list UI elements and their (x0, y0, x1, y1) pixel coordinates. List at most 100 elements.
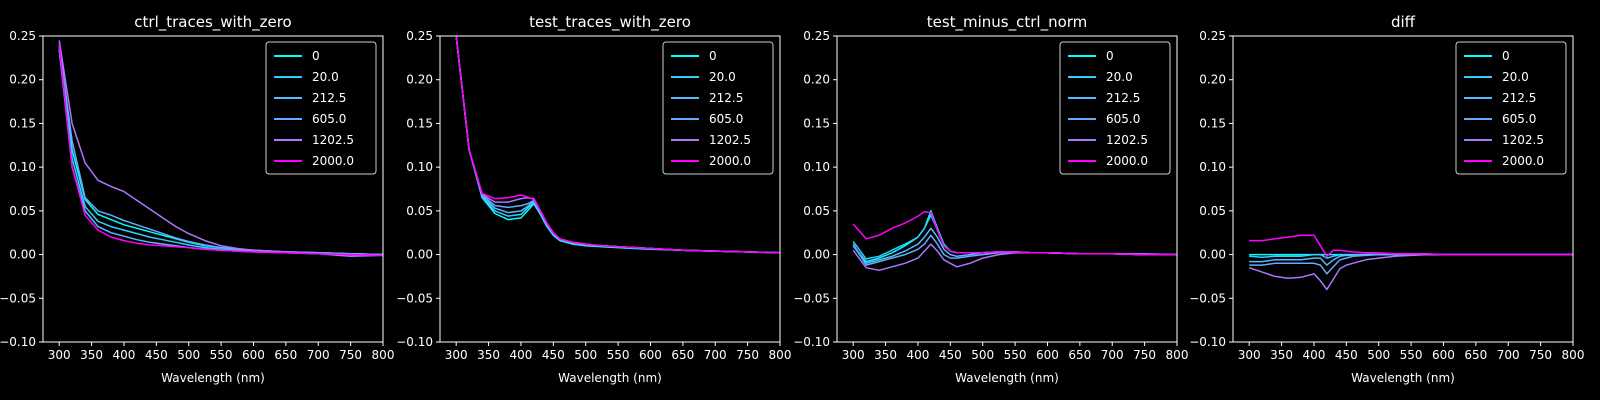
series-lines (1248, 234, 1573, 291)
y-tick-label: 0.15 (9, 116, 36, 130)
chart-title: diff (1391, 13, 1416, 31)
y-tick-label: −0.10 (0, 335, 36, 349)
x-tick-label: 400 (1302, 348, 1325, 362)
x-tick-label: 350 (1270, 348, 1293, 362)
legend-label: 20.0 (1502, 70, 1529, 84)
chart-panel-1: ctrl_traces_with_zero 300 350 400 450 500 550 6… (0, 13, 394, 385)
y-tick-label: −0.05 (1189, 291, 1226, 305)
legend-label: 2000.0 (1106, 154, 1148, 168)
y-tick-label: 0.00 (406, 248, 433, 262)
x-tick-label: 450 (1335, 348, 1358, 362)
y-tick-label: 0.10 (1199, 160, 1226, 174)
y-tick-label: −0.05 (396, 291, 433, 305)
legend-label: 2000.0 (709, 154, 751, 168)
y-tick-label: 0.25 (803, 29, 830, 43)
y-tick-label: −0.10 (396, 335, 433, 349)
y-tick-label: 0.05 (9, 204, 36, 218)
x-tick-label: 700 (307, 348, 330, 362)
x-tick-label: 750 (339, 348, 362, 362)
x-tick-label: 450 (939, 348, 962, 362)
x-tick-label: 750 (1529, 348, 1552, 362)
x-tick-label: 800 (1562, 348, 1585, 362)
y-tick-label: 0.10 (803, 160, 830, 174)
y-tick-label: 0.15 (406, 116, 433, 130)
series-lines (455, 36, 780, 254)
series-line-2000.0 (852, 210, 1177, 256)
axes-frame (1232, 35, 1574, 343)
legend-label: 0 (1106, 49, 1114, 63)
series-lines (852, 210, 1177, 272)
x-tick-label: 450 (145, 348, 168, 362)
legend: 0 20.0 212.5 605.0 1202.5 2000.0 (1455, 41, 1567, 175)
y-tick-label: −0.05 (793, 291, 830, 305)
y-tick-label: 0.15 (1199, 116, 1226, 130)
legend-label: 20.0 (1106, 70, 1133, 84)
legend-label: 1202.5 (312, 133, 354, 147)
legend-label: 1202.5 (1502, 133, 1544, 147)
x-tick-label: 800 (372, 348, 395, 362)
x-tick-label: 500 (177, 348, 200, 362)
y-tick-label: −0.10 (793, 335, 830, 349)
x-tick-label: 400 (509, 348, 532, 362)
y-tick-label: −0.05 (0, 291, 36, 305)
y-tick-label: 0.20 (9, 73, 36, 87)
legend-label: 1202.5 (1106, 133, 1148, 147)
x-tick-label: 350 (874, 348, 897, 362)
chart-panel-2: test_traces_with_zero 300 350 400 450 500 550 6… (396, 13, 791, 385)
legend-label: 605.0 (709, 112, 743, 126)
y-tick-label: 0.25 (9, 29, 36, 43)
x-tick-label: 600 (1036, 348, 1059, 362)
x-tick-label: 650 (671, 348, 694, 362)
legend-label: 212.5 (1106, 91, 1140, 105)
legend-label: 212.5 (709, 91, 743, 105)
legend-label: 605.0 (1502, 112, 1536, 126)
y-tick-label: 0.25 (1199, 29, 1226, 43)
legend-label: 212.5 (1502, 91, 1536, 105)
x-tick-label: 650 (1068, 348, 1091, 362)
x-axis-label: Wavelength (nm) (955, 371, 1059, 385)
legend-label: 605.0 (312, 112, 346, 126)
x-tick-label: 300 (445, 348, 468, 362)
x-tick-label: 800 (1166, 348, 1189, 362)
y-tick-label: 0.20 (803, 73, 830, 87)
y-tick-label: 0.20 (1199, 73, 1226, 87)
y-tick-label: 0.20 (406, 73, 433, 87)
y-tick-label: 0.00 (803, 248, 830, 262)
x-tick-label: 550 (607, 348, 630, 362)
x-tick-label: 800 (769, 348, 792, 362)
legend-label: 212.5 (312, 91, 346, 105)
legend-label: 20.0 (312, 70, 339, 84)
x-tick-label: 700 (1101, 348, 1124, 362)
y-tick-label: 0.25 (406, 29, 433, 43)
x-axis-label: Wavelength (nm) (1351, 371, 1455, 385)
x-tick-label: 550 (1400, 348, 1423, 362)
x-tick-label: 600 (242, 348, 265, 362)
series-lines (58, 40, 383, 258)
chart-title: test_traces_with_zero (529, 13, 691, 32)
x-tick-label: 350 (80, 348, 103, 362)
x-tick-label: 350 (477, 348, 500, 362)
legend-label: 0 (709, 49, 717, 63)
axes-frame (42, 35, 384, 343)
series-line-2000.0 (58, 44, 383, 257)
legend-label: 2000.0 (312, 154, 354, 168)
y-tick-label: 0.00 (1199, 248, 1226, 262)
y-tick-label: 0.00 (9, 248, 36, 262)
legend-label: 605.0 (1106, 112, 1140, 126)
legend-label: 20.0 (709, 70, 736, 84)
x-tick-label: 300 (1238, 348, 1261, 362)
y-tick-label: −0.10 (1189, 335, 1226, 349)
chart-title: test_minus_ctrl_norm (927, 13, 1088, 32)
legend-label: 2000.0 (1502, 154, 1544, 168)
x-tick-label: 750 (736, 348, 759, 362)
series-line-1202.5 (58, 40, 383, 258)
x-tick-label: 550 (1004, 348, 1027, 362)
x-tick-label: 650 (274, 348, 297, 362)
y-tick-label: 0.05 (803, 204, 830, 218)
chart-title: ctrl_traces_with_zero (134, 13, 291, 32)
x-tick-label: 500 (1367, 348, 1390, 362)
legend: 0 20.0 212.5 605.0 1202.5 2000.0 (265, 41, 377, 175)
axes-frame (439, 35, 781, 343)
y-tick-label: 0.10 (9, 160, 36, 174)
legend: 0 20.0 212.5 605.0 1202.5 2000.0 (1059, 41, 1171, 175)
